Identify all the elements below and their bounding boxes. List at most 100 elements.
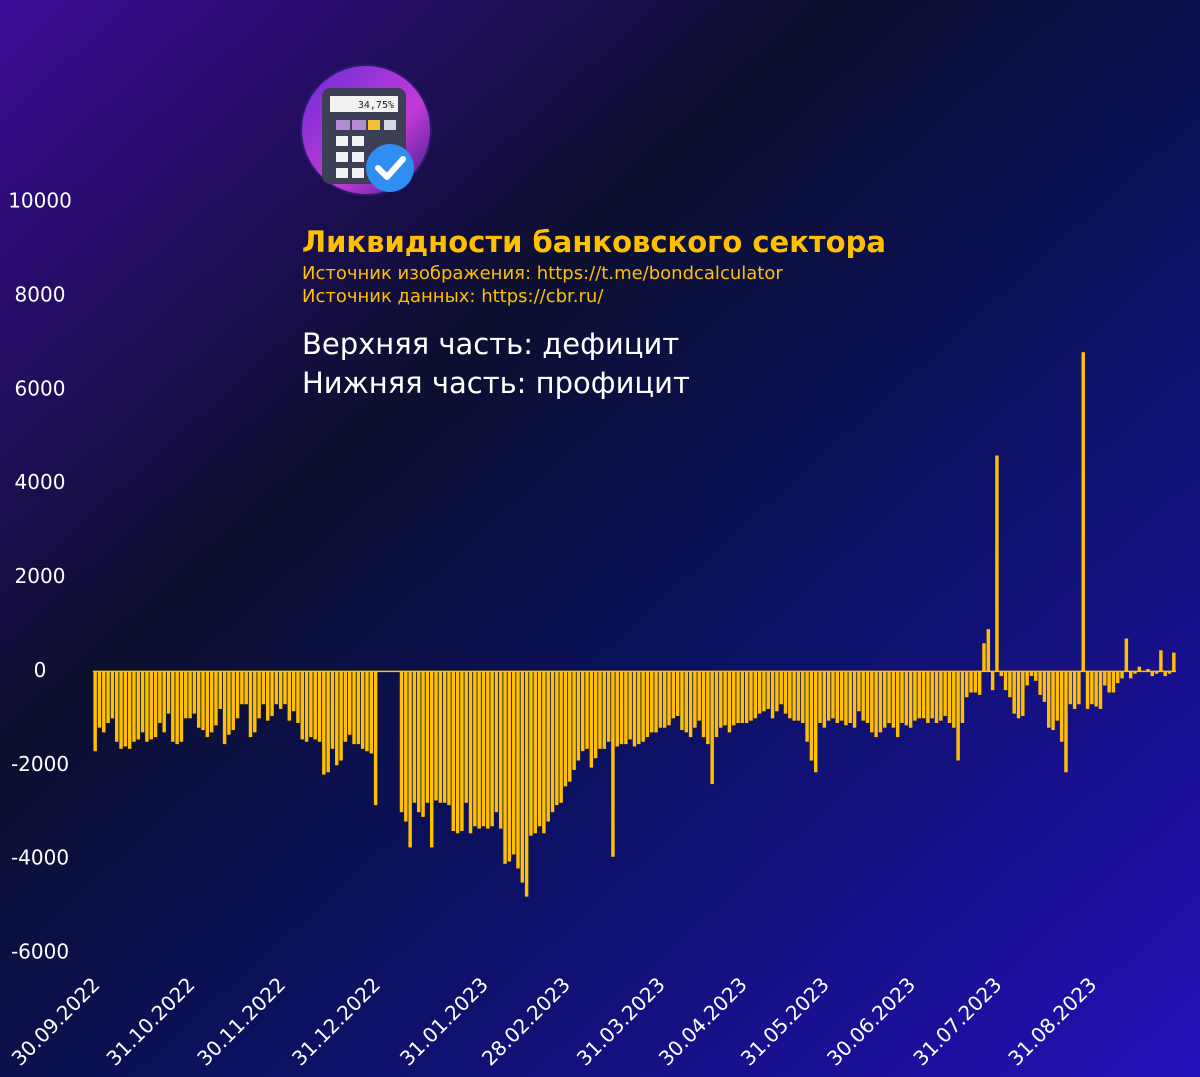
bar [645, 671, 650, 738]
bar [788, 671, 792, 719]
bar [848, 671, 852, 724]
bar [162, 671, 166, 733]
bar [619, 671, 624, 745]
bar [313, 671, 317, 740]
bar [874, 671, 878, 738]
bar [322, 671, 326, 775]
bar [365, 671, 369, 752]
bar [801, 671, 805, 724]
bar [796, 671, 801, 721]
bar [568, 671, 572, 782]
bar [175, 671, 179, 745]
y-tick-label: -6000 [11, 940, 69, 964]
bar [1025, 671, 1029, 686]
bar [330, 671, 335, 749]
bar [861, 671, 865, 721]
bar [300, 671, 304, 740]
bar [982, 643, 986, 672]
bar [261, 671, 266, 705]
bar [1107, 671, 1111, 693]
bar [438, 671, 443, 803]
bar [106, 671, 110, 724]
bar [266, 671, 270, 721]
bar [900, 671, 904, 724]
bar [969, 671, 973, 693]
bar [110, 671, 115, 719]
y-tick-label: -4000 [11, 846, 69, 870]
bar [986, 629, 991, 672]
bar [908, 671, 913, 728]
bar [706, 671, 710, 745]
bar [421, 671, 425, 817]
bar [1081, 352, 1085, 672]
bar [253, 671, 257, 733]
bar [235, 671, 240, 719]
bar [287, 671, 292, 721]
bar [136, 671, 141, 740]
bar [1059, 671, 1064, 742]
bar [615, 671, 619, 747]
bar [533, 671, 537, 834]
bar [917, 671, 921, 719]
bar [404, 671, 408, 822]
bar [1167, 671, 1172, 674]
bar [240, 671, 244, 705]
bar [818, 671, 822, 724]
bar [598, 671, 602, 749]
bar [132, 671, 136, 742]
bar [304, 671, 309, 742]
bar [408, 671, 412, 848]
bar [809, 671, 814, 761]
bar [1094, 671, 1098, 707]
bar [115, 671, 119, 742]
bar [494, 671, 499, 813]
annotation: Верхняя часть: дефицит [302, 327, 679, 361]
y-tick-label: 10000 [8, 189, 72, 213]
bar [671, 671, 676, 719]
bar [792, 671, 796, 721]
y-tick-label: 8000 [15, 282, 66, 306]
bar [965, 671, 969, 698]
bar [727, 671, 732, 733]
bar [576, 671, 581, 761]
bar [166, 671, 171, 714]
bar [904, 671, 909, 726]
bar [257, 671, 261, 719]
bar [580, 671, 585, 752]
bar [196, 671, 201, 728]
bar [1068, 671, 1073, 705]
bar [1098, 671, 1103, 709]
bar [339, 671, 343, 761]
bar [585, 671, 589, 749]
bar [429, 671, 434, 848]
bar [770, 671, 775, 719]
bar [360, 671, 365, 749]
bar [192, 671, 197, 714]
bar [481, 671, 486, 827]
bar [870, 671, 874, 733]
bar [296, 671, 300, 724]
bar [1159, 650, 1163, 672]
y-tick-label: 6000 [15, 376, 66, 400]
bar [878, 671, 883, 733]
bar [1090, 671, 1094, 705]
bar [844, 671, 848, 726]
bar [555, 671, 559, 806]
bar [214, 671, 218, 726]
bar [188, 671, 192, 719]
bar [589, 671, 594, 768]
logo: 34,75% [300, 64, 432, 196]
bar [723, 671, 727, 726]
bar [883, 671, 887, 728]
bar [468, 671, 473, 834]
bar [624, 671, 628, 745]
bar [891, 671, 896, 728]
bar [373, 671, 378, 806]
bar [1150, 671, 1154, 677]
bar [688, 671, 693, 738]
bar [857, 671, 861, 712]
bar [158, 671, 162, 724]
bar [719, 671, 723, 728]
